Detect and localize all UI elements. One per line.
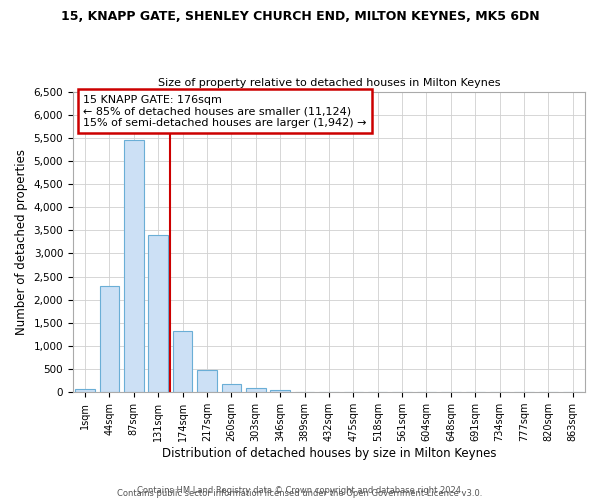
Bar <box>246 388 266 392</box>
Bar <box>271 390 290 392</box>
Y-axis label: Number of detached properties: Number of detached properties <box>15 149 28 335</box>
Bar <box>197 370 217 392</box>
Bar <box>124 140 143 392</box>
Bar <box>221 384 241 392</box>
Bar <box>173 331 193 392</box>
Text: 15, KNAPP GATE, SHENLEY CHURCH END, MILTON KEYNES, MK5 6DN: 15, KNAPP GATE, SHENLEY CHURCH END, MILT… <box>61 10 539 23</box>
Text: 15 KNAPP GATE: 176sqm
← 85% of detached houses are smaller (11,124)
15% of semi-: 15 KNAPP GATE: 176sqm ← 85% of detached … <box>83 94 367 128</box>
Bar <box>148 235 168 392</box>
Title: Size of property relative to detached houses in Milton Keynes: Size of property relative to detached ho… <box>158 78 500 88</box>
Text: Contains public sector information licensed under the Open Government Licence v3: Contains public sector information licen… <box>118 488 482 498</box>
Text: Contains HM Land Registry data © Crown copyright and database right 2024.: Contains HM Land Registry data © Crown c… <box>137 486 463 495</box>
Bar <box>100 286 119 392</box>
X-axis label: Distribution of detached houses by size in Milton Keynes: Distribution of detached houses by size … <box>162 447 496 460</box>
Bar <box>76 389 95 392</box>
